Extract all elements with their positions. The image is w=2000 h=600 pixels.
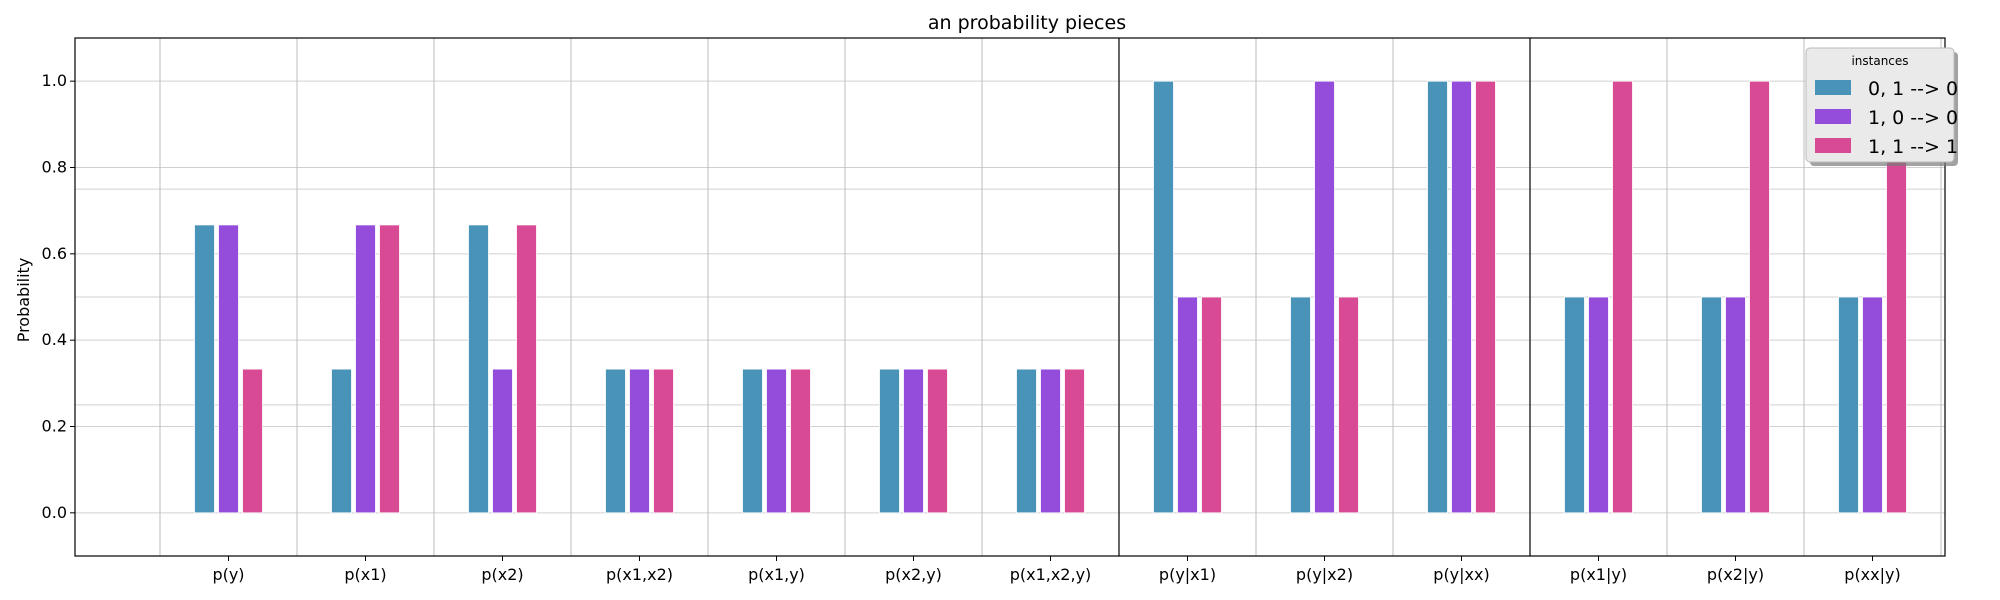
- bar: [1862, 296, 1883, 514]
- bar: [1749, 80, 1770, 514]
- x-tick-label: p(xx|y): [1844, 565, 1900, 584]
- bar: [379, 224, 400, 514]
- bar: [790, 368, 811, 514]
- bar: [1314, 80, 1335, 514]
- legend-label: 1, 1 --> 1: [1868, 136, 1958, 158]
- bar: [742, 368, 763, 514]
- bar: [766, 368, 787, 514]
- bar: [468, 224, 489, 514]
- bar: [1588, 296, 1609, 514]
- bar: [879, 368, 900, 514]
- legend-box: [1805, 47, 1955, 163]
- legend-title: instances: [1851, 54, 1908, 68]
- x-tick-label: p(y|x2): [1296, 565, 1353, 584]
- x-tick-label: p(x1,y): [748, 565, 805, 584]
- bar: [1177, 296, 1198, 514]
- legend: instances 0, 1 --> 0 1, 0 --> 0 1, 1 --> 1: [1805, 47, 1958, 166]
- bar: [629, 368, 650, 514]
- x-tick-label: p(x2|y): [1707, 565, 1764, 584]
- bar: [605, 368, 626, 514]
- bar: [1701, 296, 1722, 514]
- y-axis-label: Probability: [14, 258, 33, 343]
- legend-swatch: [1815, 138, 1851, 153]
- bar: [903, 368, 924, 514]
- x-tick-label: p(x1,x2): [606, 565, 673, 584]
- bar: [331, 368, 352, 514]
- plot-frame: [74, 37, 1946, 557]
- bar: [1064, 368, 1085, 514]
- bar: [1475, 80, 1496, 514]
- bar: [1016, 368, 1037, 514]
- bar: [1838, 296, 1859, 514]
- legend-entries: 0, 1 --> 0 1, 0 --> 0 1, 1 --> 1: [1815, 78, 1958, 158]
- bar: [1153, 80, 1174, 514]
- y-tick-label: 0.2: [42, 417, 67, 436]
- bar: [355, 224, 376, 514]
- x-tick-label: p(x1|y): [1570, 565, 1627, 584]
- bar: [194, 224, 215, 514]
- x-tick-label: p(y): [212, 565, 244, 584]
- legend-swatch: [1815, 80, 1851, 95]
- y-tick-label: 0.4: [42, 330, 67, 349]
- y-tick-label: 0.8: [42, 158, 67, 177]
- bar: [1290, 296, 1311, 514]
- ticks: 0.0 0.2 0.4 0.6 0.8 1.0 p(y) p(x1) p(x2) p(x1,x2)…: [42, 71, 1901, 584]
- bar: [218, 224, 239, 514]
- bar: [1451, 80, 1472, 514]
- legend-label: 0, 1 --> 0: [1868, 78, 1958, 100]
- bar: [653, 368, 674, 514]
- x-tick-label: p(y|x1): [1159, 565, 1216, 584]
- bar: [242, 368, 263, 514]
- bar: [492, 368, 513, 514]
- legend-swatch: [1815, 109, 1851, 124]
- bar: [1564, 296, 1585, 514]
- bars: [194, 80, 1907, 514]
- y-tick-label: 1.0: [42, 71, 67, 90]
- bar: [1040, 368, 1061, 514]
- x-tick-label: p(x1,x2,y): [1010, 565, 1092, 584]
- bar: [1612, 80, 1633, 514]
- bar: [1338, 296, 1359, 514]
- x-tick-label: p(x2): [481, 565, 523, 584]
- x-tick-label: p(y|xx): [1433, 565, 1489, 584]
- legend-label: 1, 0 --> 0: [1868, 107, 1958, 129]
- bar: [1201, 296, 1222, 514]
- bar: [1427, 80, 1448, 514]
- grid: [75, 38, 1945, 556]
- bar: [927, 368, 948, 514]
- bar: [516, 224, 537, 514]
- x-tick-label: p(x2,y): [885, 565, 942, 584]
- x-tick-label: p(x1): [344, 565, 386, 584]
- y-tick-label: 0.6: [42, 244, 67, 263]
- chart-title: an probability pieces: [928, 12, 1126, 34]
- bar: [1725, 296, 1746, 514]
- y-tick-label: 0.0: [42, 503, 67, 522]
